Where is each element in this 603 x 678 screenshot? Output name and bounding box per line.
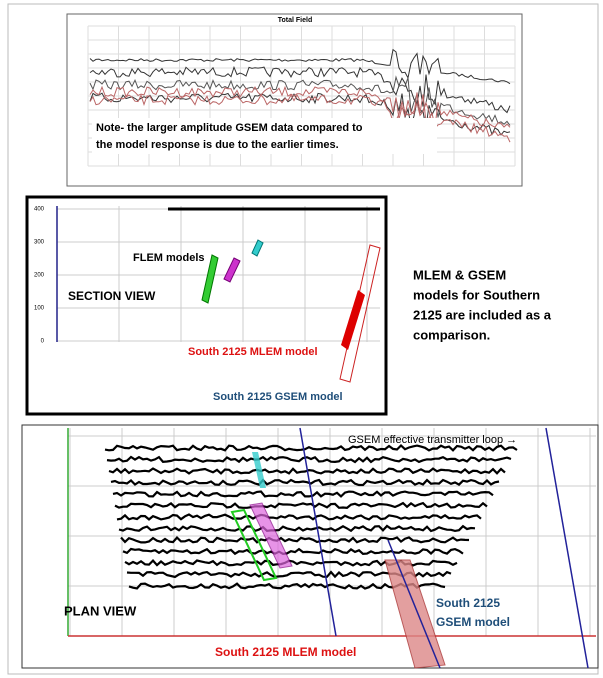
profile-line: [110, 478, 500, 487]
profile-line: [89, 93, 511, 143]
top-profiles: [89, 48, 511, 143]
note-line: models for Southern: [413, 287, 540, 302]
plan-panel: [21, 424, 599, 669]
note-line: 2125 are included as a: [413, 307, 552, 322]
loop-edge: [545, 427, 589, 669]
section-panel: [25, 195, 388, 416]
profile-line: [122, 547, 464, 556]
outer-frame: [7, 3, 599, 675]
flem-model: [223, 257, 241, 283]
mlem-model: [384, 559, 446, 669]
gsem-model: [387, 539, 441, 669]
flem-label: FLEM models: [133, 252, 205, 264]
y-tick-label: 0: [41, 339, 45, 345]
view-label: PLAN VIEW: [64, 603, 137, 618]
profile-line: [106, 455, 512, 464]
y-tick-label: 100: [34, 306, 45, 312]
y-tick-label: 200: [34, 273, 45, 279]
flem-model: [251, 239, 264, 257]
profile-line: [89, 48, 511, 85]
note-box: [92, 118, 437, 154]
view-label: SECTION VIEW: [68, 289, 156, 303]
note-line: Note- the larger amplitude GSEM data com…: [96, 122, 363, 134]
y-tick-label: 400: [34, 207, 45, 213]
note-line: comparison.: [413, 327, 490, 342]
loop-edge: [299, 427, 337, 637]
flem-model: [252, 452, 266, 488]
profile-line: [89, 65, 511, 114]
mlem-label: South 2125 MLEM model: [188, 346, 318, 358]
mlem-model: [339, 244, 381, 383]
gsem-label: South 2125 GSEM model: [213, 391, 343, 403]
profile-line: [116, 513, 482, 521]
profile-line: [114, 501, 488, 510]
gsem-label: GSEM model: [436, 615, 510, 629]
panel-title: Total Field: [278, 17, 312, 24]
profile-line: [120, 536, 470, 544]
profile-line: [112, 490, 494, 498]
profile-line: [118, 524, 476, 533]
loop-label: GSEM effective transmitter loop →: [348, 434, 517, 446]
gsem-label: South 2125: [436, 596, 500, 610]
flem-model: [201, 254, 219, 304]
side-note: MLEM & GSEM models for Southern 2125 are i…: [413, 267, 552, 342]
profile-line: [89, 85, 511, 128]
flem-model: [230, 508, 278, 582]
profile-line: [104, 443, 518, 452]
note-line: the model response is due to the earlier…: [96, 139, 339, 151]
flem-model: [249, 502, 293, 569]
mlem-label: South 2125 MLEM model: [215, 645, 356, 659]
profile-line: [89, 75, 511, 126]
note-line: MLEM & GSEM: [413, 267, 506, 282]
y-tick-label: 300: [34, 240, 45, 246]
